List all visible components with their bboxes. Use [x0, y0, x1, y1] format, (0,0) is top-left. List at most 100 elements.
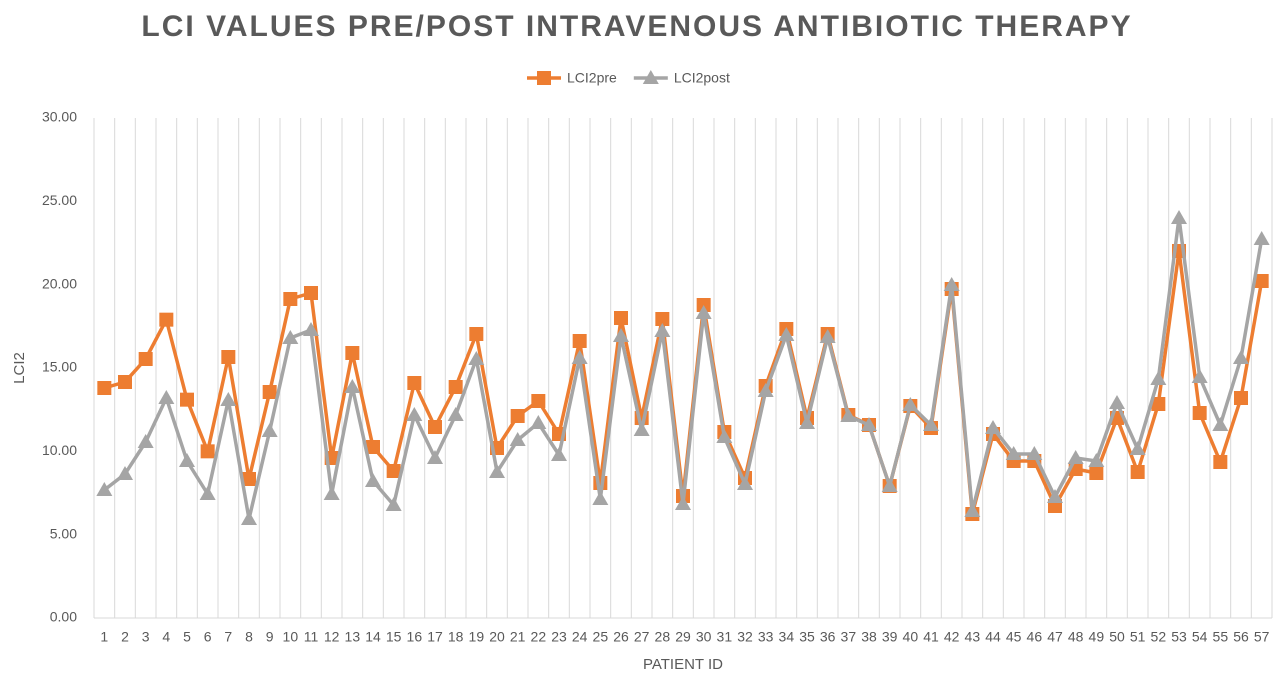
marker [614, 311, 628, 325]
marker [1089, 466, 1104, 480]
x-tick-label: 41 [923, 629, 939, 645]
x-tick-label: 22 [531, 629, 547, 645]
marker [283, 292, 298, 306]
x-tick-label: 43 [965, 629, 981, 645]
chart-title: LCI VALUES PRE/POST INTRAVENOUS ANTIBIOT… [141, 10, 1132, 43]
x-tick-label: 45 [1006, 629, 1022, 645]
marker [159, 312, 174, 327]
marker [323, 486, 340, 500]
x-tick-label: 26 [613, 629, 629, 645]
x-tick-label: 28 [655, 629, 671, 645]
x-tick-label: 7 [224, 629, 232, 645]
marker [407, 376, 422, 390]
marker [819, 329, 836, 343]
x-tick-label: 52 [1151, 629, 1167, 645]
x-tick-label: 27 [634, 629, 650, 645]
marker [1067, 450, 1084, 464]
marker [365, 473, 381, 487]
x-tick-label: 48 [1068, 629, 1084, 645]
x-tick-label: 13 [345, 629, 361, 645]
marker [242, 472, 256, 486]
x-tick-label: 38 [861, 629, 877, 645]
marker [572, 334, 587, 348]
marker [469, 327, 484, 341]
marker [655, 312, 670, 326]
marker [799, 415, 815, 429]
marker [366, 440, 380, 454]
x-tick-label: 32 [737, 629, 753, 645]
x-tick-label: 37 [841, 629, 857, 645]
x-tick-label: 57 [1254, 629, 1270, 645]
marker [881, 478, 898, 492]
marker [304, 286, 318, 300]
x-tick-label: 56 [1233, 629, 1249, 645]
marker [428, 420, 442, 434]
x-tick-label: 34 [779, 629, 795, 645]
marker [861, 417, 877, 431]
marker [642, 70, 659, 84]
x-tick-label: 33 [758, 629, 774, 645]
marker [468, 351, 485, 365]
x-tick-label: 17 [427, 629, 443, 645]
y-axis-title: LCI2 [11, 352, 28, 384]
marker [757, 383, 774, 397]
marker [551, 447, 567, 461]
marker [241, 511, 257, 525]
y-tick-label: 15.00 [42, 359, 77, 375]
marker [695, 305, 712, 319]
marker [1212, 417, 1229, 431]
marker [737, 476, 753, 490]
marker [220, 392, 237, 406]
x-tick-label: 25 [593, 629, 609, 645]
marker [654, 323, 671, 337]
marker [537, 71, 551, 85]
marker [1233, 350, 1249, 364]
marker [1234, 391, 1248, 405]
marker [571, 350, 588, 364]
marker [531, 394, 546, 408]
x-tick-label: 55 [1213, 629, 1229, 645]
x-tick-label: 42 [944, 629, 960, 645]
x-tick-label: 21 [510, 629, 526, 645]
y-tick-label: 5.00 [50, 525, 77, 541]
marker [1150, 371, 1167, 385]
marker [261, 423, 278, 437]
marker [985, 420, 1001, 434]
marker [179, 453, 195, 467]
legend-label: LCI2pre [567, 70, 617, 86]
x-tick-label: 4 [162, 629, 170, 645]
marker [385, 497, 402, 511]
marker [840, 408, 857, 422]
marker [282, 330, 299, 344]
x-axis-title: PATIENT ID [643, 656, 723, 673]
marker [1213, 455, 1228, 469]
marker [448, 380, 463, 394]
marker [138, 352, 153, 366]
x-tick-label: 23 [551, 629, 567, 645]
marker [1047, 489, 1063, 503]
marker [1254, 274, 1269, 288]
marker [1192, 406, 1207, 420]
x-tick-label: 12 [324, 629, 340, 645]
x-tick-label: 24 [572, 629, 588, 645]
marker [1129, 441, 1146, 455]
marker [1130, 465, 1145, 479]
y-tick-label: 10.00 [42, 442, 77, 458]
marker [406, 407, 423, 421]
series-line [103, 216, 1264, 521]
marker [117, 466, 133, 480]
x-tick-label: 36 [820, 629, 836, 645]
x-tick-label: 35 [799, 629, 815, 645]
x-tick-label: 30 [696, 629, 712, 645]
marker [1151, 397, 1166, 411]
series-line [103, 249, 1264, 516]
marker [923, 417, 939, 431]
marker [199, 486, 216, 500]
marker [137, 434, 154, 448]
marker [902, 397, 919, 411]
marker [633, 422, 650, 436]
marker [1088, 453, 1105, 467]
x-tick-label: 18 [448, 629, 464, 645]
marker [180, 392, 194, 407]
